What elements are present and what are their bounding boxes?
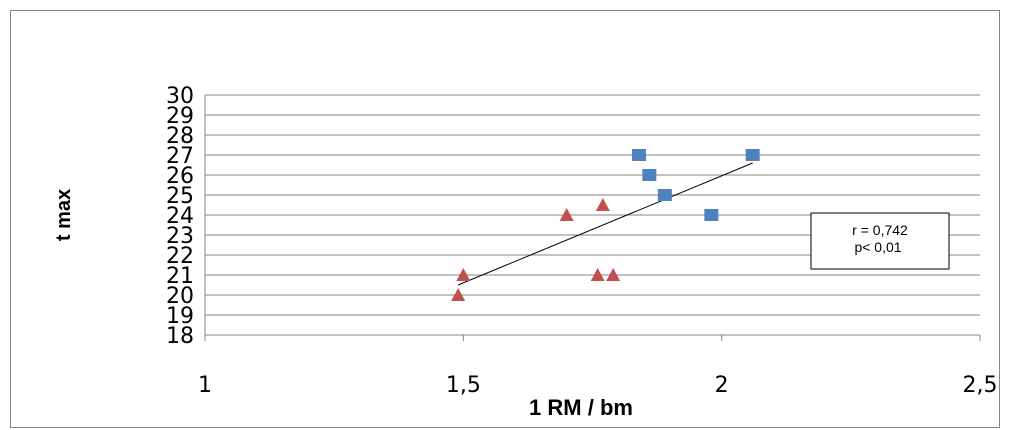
data-point-triangle (606, 268, 621, 281)
annotation-r-value: r = 0,742 (852, 222, 908, 238)
data-point-triangle (451, 288, 466, 301)
markers (451, 149, 760, 301)
y-tick-label: 19 (166, 304, 194, 329)
data-point-triangle (590, 268, 605, 281)
y-tick-label: 25 (166, 184, 194, 209)
annotation-frame (810, 212, 950, 270)
y-tick-label: 18 (166, 324, 194, 349)
data-point-square (704, 209, 719, 221)
trendline (457, 162, 753, 286)
axes (204, 95, 980, 336)
data-point-triangle (456, 268, 471, 281)
gridlines (205, 94, 980, 316)
y-tick-label: 21 (166, 264, 194, 289)
y-tick-label: 20 (166, 284, 194, 309)
data-point-square (632, 149, 646, 161)
x-tick-label: 1 (198, 373, 212, 398)
y-axis-title: t max (53, 189, 75, 241)
y-tick-label: 27 (166, 144, 194, 169)
y-tick-label: 23 (166, 224, 194, 249)
y-tick-label: 24 (166, 204, 194, 229)
x-tick-label: 2,5 (963, 373, 998, 398)
x-tick-label: 1,5 (446, 373, 481, 398)
y-tick-label: 30 (166, 84, 194, 109)
data-point-square (745, 149, 760, 161)
data-point-triangle (559, 208, 574, 221)
data-point-square (657, 189, 672, 201)
y-tick-label: 26 (166, 164, 194, 189)
y-tick-label: 22 (166, 244, 194, 269)
x-tick-label: 2 (715, 373, 729, 398)
annotation-box: r = 0,742 p< 0,01 (810, 212, 950, 270)
annotation-p-value: p< 0,01 (854, 239, 901, 255)
data-point-square (642, 169, 657, 181)
data-point-triangle (595, 198, 610, 211)
y-tick-label: 28 (166, 124, 194, 149)
trendline-group (457, 162, 753, 286)
x-axis-title: 1 RM / bm (529, 395, 633, 420)
y-tick-label: 29 (166, 104, 194, 129)
x-tick-labels: 1 1,5 2 2,5 (198, 335, 998, 398)
